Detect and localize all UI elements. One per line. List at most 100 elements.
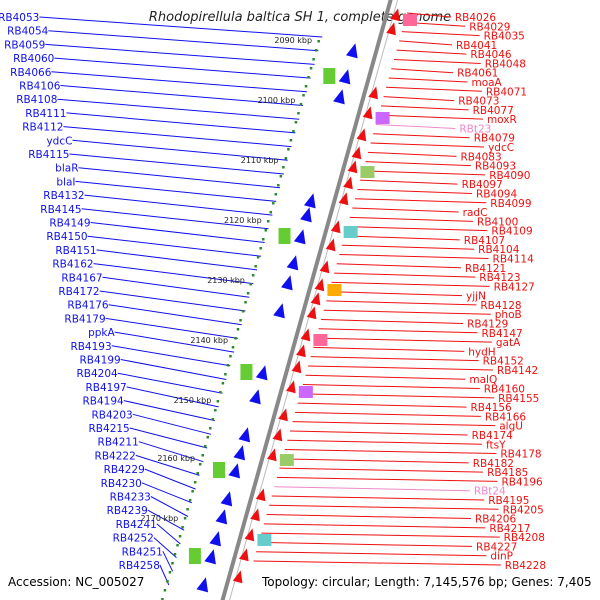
scale-dot <box>191 490 194 493</box>
gene-box <box>188 548 201 564</box>
gene-arrow <box>338 192 349 206</box>
gene-label: RB4083 <box>460 151 501 163</box>
gene-label: RBt23 <box>459 123 491 135</box>
label-connector <box>354 198 487 204</box>
scale-dot <box>163 589 167 592</box>
gene-label: RB4111 <box>25 108 66 120</box>
gene-label: RB4142 <box>497 365 538 377</box>
label-connector <box>266 514 471 520</box>
scale-dot <box>173 553 177 556</box>
gene-label: gatA <box>496 337 521 349</box>
gene-label: RB4174 <box>472 430 514 442</box>
scale-dot <box>176 544 179 547</box>
gene-box <box>313 334 328 346</box>
scale-dot <box>287 148 290 151</box>
scale-dot <box>201 454 204 457</box>
gene-arrow <box>296 344 306 358</box>
scale-dot <box>284 157 288 160</box>
gene-label: RB4194 <box>82 396 124 408</box>
scale-dot <box>231 346 235 349</box>
scale-label: 2120 kbp <box>224 216 262 225</box>
gene-label: RB4059 <box>4 39 45 51</box>
scale-dot <box>259 247 262 250</box>
label-connector <box>352 207 459 213</box>
label-connector <box>111 345 231 367</box>
gene-arrow <box>215 509 228 525</box>
label-connector <box>383 96 455 102</box>
label-connector <box>323 309 491 315</box>
scale-dot <box>289 139 293 142</box>
label-connector <box>150 496 189 517</box>
map-title: Rhodopirellula baltica SH 1, complete ge… <box>148 10 452 25</box>
scale-dot <box>294 121 298 124</box>
label-connector <box>256 551 487 557</box>
axis-line <box>220 0 393 600</box>
gene-label: dinP <box>490 551 513 563</box>
gene-arrow <box>351 146 362 160</box>
accession-text: Accession: NC_005027 <box>8 575 145 589</box>
scale-dot <box>244 301 247 304</box>
scale-ticks: 2090 kbp 2100 kbp 2110 kbp 2120 kbp 2130 kbp… <box>141 36 320 600</box>
label-connector <box>279 467 484 473</box>
gene-label: RB4204 <box>76 368 118 380</box>
label-connector <box>51 71 307 93</box>
gene-label: RB4182 <box>473 458 514 470</box>
scale-dot <box>282 166 285 169</box>
label-connector <box>96 249 258 271</box>
label-connector <box>105 317 238 339</box>
gene-label: RB4026 <box>455 12 497 24</box>
label-connector <box>406 12 451 18</box>
label-connector <box>45 43 315 65</box>
genome-axis <box>220 0 399 600</box>
gene-label: RB4127 <box>494 281 535 293</box>
gene-label: RB4100 <box>477 216 518 228</box>
gene-arrow <box>238 427 251 443</box>
gene-label: RB4109 <box>491 226 532 238</box>
scale-dot <box>171 562 174 565</box>
label-connector <box>326 300 477 306</box>
label-connector <box>365 161 471 167</box>
gene-label: RB4114 <box>493 253 535 265</box>
gene-label: RB4108 <box>16 94 57 106</box>
label-connector <box>39 16 323 38</box>
gene-label: RB4197 <box>85 382 126 394</box>
gene-box <box>327 284 342 296</box>
gene-arrow <box>196 577 209 593</box>
scale-dot <box>241 310 245 313</box>
gene-label: RB4104 <box>478 244 520 256</box>
gene-box <box>257 534 272 546</box>
scale-dot <box>246 292 250 295</box>
scale-dot <box>234 337 237 340</box>
gene-label: RB4199 <box>79 355 120 367</box>
gene-label: RB4172 <box>58 286 99 298</box>
label-connector <box>144 468 196 490</box>
gene-label: RB4090 <box>489 170 530 182</box>
gene-arrow <box>325 238 336 252</box>
gene-arrow <box>204 549 216 565</box>
gene-arrow <box>368 86 378 100</box>
gene-label: RB4211 <box>98 437 139 449</box>
scale-dot <box>274 193 278 196</box>
gene-label: RB4228 <box>505 560 546 572</box>
gene-box <box>279 454 294 466</box>
gene-label: RB4206 <box>475 514 517 526</box>
gene-arrow <box>310 292 321 306</box>
label-connector <box>393 58 481 64</box>
gene-arrow <box>343 176 353 190</box>
label-connector <box>99 290 246 312</box>
label-connector <box>69 153 284 175</box>
gene-label: RB4239 <box>107 505 148 517</box>
scale-dot <box>216 400 220 403</box>
scale-dot <box>224 373 227 376</box>
gene-arrow <box>238 548 249 562</box>
gene-label: RB4061 <box>457 68 498 80</box>
label-connector <box>310 356 479 362</box>
gene-arrow <box>386 22 396 36</box>
scale-dot <box>196 472 199 475</box>
scale-dot <box>186 508 189 511</box>
gene-label: RB4178 <box>500 449 541 461</box>
gene-box <box>375 112 390 124</box>
gene-label: RB4167 <box>61 272 102 284</box>
label-connector <box>388 77 468 83</box>
gene-label: RB4252 <box>113 533 154 545</box>
